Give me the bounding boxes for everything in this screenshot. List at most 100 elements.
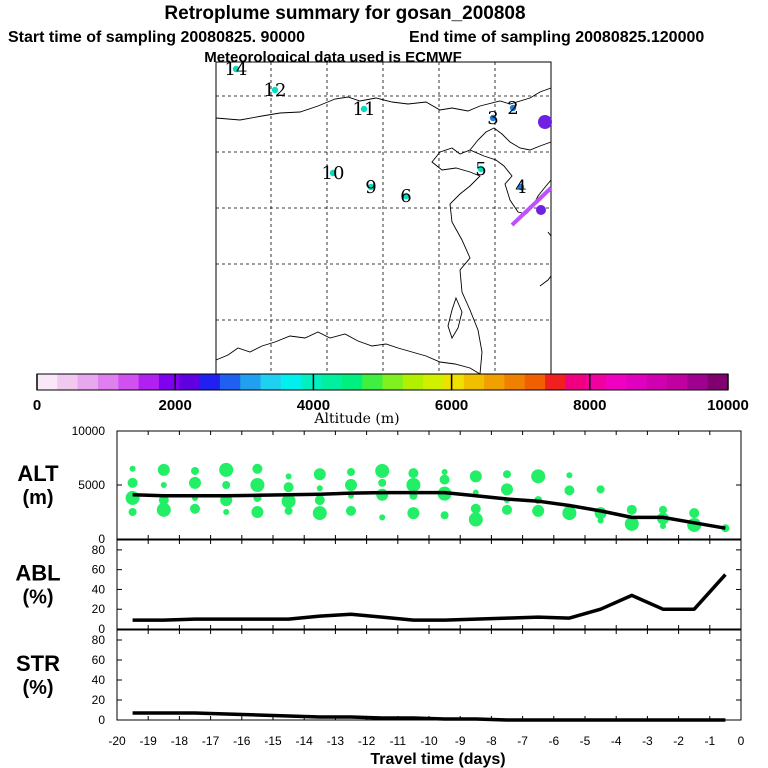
map-coastlines [215,87,552,375]
colorbar-tick-label: 10000 [707,397,749,414]
particle-point [468,512,483,527]
colorbar-swatch [524,374,546,390]
panel-alt: 0 5000 10000 ALT(m) [17,424,742,546]
day-marker-label: 9 [365,177,376,198]
particle-point [284,506,293,515]
colorbar-tick-label: 6000 [435,397,468,414]
colorbar-swatch [565,374,587,390]
particle-point [285,473,292,480]
day-marker-dot [360,105,368,113]
day-marker-label: 10 [322,163,345,184]
particle-point [252,463,263,474]
particle-point [125,490,140,505]
particle-point [346,505,356,516]
x-tick-label: -13 [327,734,345,748]
day-marker-dot [517,183,525,191]
particle-point [660,523,666,530]
y-tick-label: 20 [92,693,106,707]
colorbar-swatch [423,374,444,390]
panel-yunit: (m) [22,487,53,509]
day-marker-label: 14 [225,59,248,80]
colorbar-swatch [382,374,404,390]
colorbar-swatch [57,374,79,390]
panel-abl: 0 20 40 60 80 ABL(%) [15,539,742,636]
particle-point [190,503,200,514]
x-tick-label: -9 [455,734,466,748]
altitude-colorbar: 0 2000 4000 6000 8000 10000 [33,373,749,414]
colorbar-swatch [606,374,627,390]
day-marker-dot [367,183,375,191]
trajectory-path [510,115,553,227]
y-tick-label: 60 [92,653,106,667]
colorbar-swatch [118,374,140,390]
particle-point [189,476,201,489]
particle-point [314,495,325,506]
day-marker-label: 4 [515,177,526,198]
particle-point [375,463,390,478]
trajectory-map: 14 12 11 10 9 6 5 4 3 2 [215,59,553,375]
x-tick-label: -8 [486,734,497,748]
particle-point [160,482,167,488]
colorbar-swatch [687,374,709,390]
panel-frame [116,430,742,540]
colorbar-label: Altitude (m) [313,411,399,427]
colorbar-swatch [667,374,688,390]
trajectory-segment [510,186,553,227]
day-marker-dot [402,192,410,200]
colorbar-swatch [545,374,566,390]
particle-point [219,462,234,477]
day-marker-dot [329,169,337,177]
particle-point [406,478,421,492]
colorbar-swatch [219,374,241,390]
colorbar-swatch [240,374,261,390]
colorbar-swatch [97,374,119,390]
series-line [132,490,726,530]
colorbar-swatch [504,374,526,390]
time-series-panels: 0500010000ALT(m)020406080ABL(%)020406080… [15,424,744,768]
y-tick-label: 60 [92,563,106,577]
x-tick-label: -18 [171,734,189,748]
particle-point [501,483,513,496]
day-marker-label: 12 [264,80,287,101]
x-tick-label: -15 [264,734,282,748]
particle-point [562,506,577,521]
colorbar-swatch [402,374,424,390]
particle-point [127,477,138,488]
colorbar-tick-label: 2000 [159,397,192,414]
colorbar-swatch [158,374,180,390]
colorbar-swatch [443,374,465,390]
x-tick-label: -3 [642,734,653,748]
panel-frame [116,539,742,630]
panel-ylabel: ABL [15,561,60,586]
colorbar-swatch [321,374,343,390]
particle-point [596,485,605,494]
end-time-label: End time of sampling 20080825.120000 [409,29,704,46]
particle-point [281,494,296,509]
colorbar-swatch [707,374,729,390]
particle-point [503,470,511,479]
x-axis-label: Travel time (days) [370,751,505,768]
particle-point [251,506,264,518]
day-marker-label: 3 [487,108,498,129]
panel-frame [116,629,742,721]
y-tick-label: 80 [92,633,106,647]
day-marker-dot [232,65,240,73]
panel-yunit: (%) [22,677,53,699]
y-tick-label: 10000 [72,424,106,438]
particle-point [566,472,573,479]
x-tick-label: -7 [517,734,528,748]
x-tick-label: -16 [233,734,251,748]
particle-point [532,504,545,517]
colorbar-tick-label: 4000 [297,397,330,414]
figure-title: Retroplume summary for gosan_200808 [164,3,525,24]
particle-point [376,488,389,501]
colorbar-swatch [646,374,668,390]
x-tick-label: -4 [611,734,622,748]
y-tick-label: 5000 [78,478,105,492]
day-markers: 14 12 11 10 9 6 5 4 3 2 [225,59,527,207]
day-marker-label: 11 [353,99,376,120]
day-marker-label: 2 [507,98,518,119]
y-tick-label: 40 [92,673,106,687]
